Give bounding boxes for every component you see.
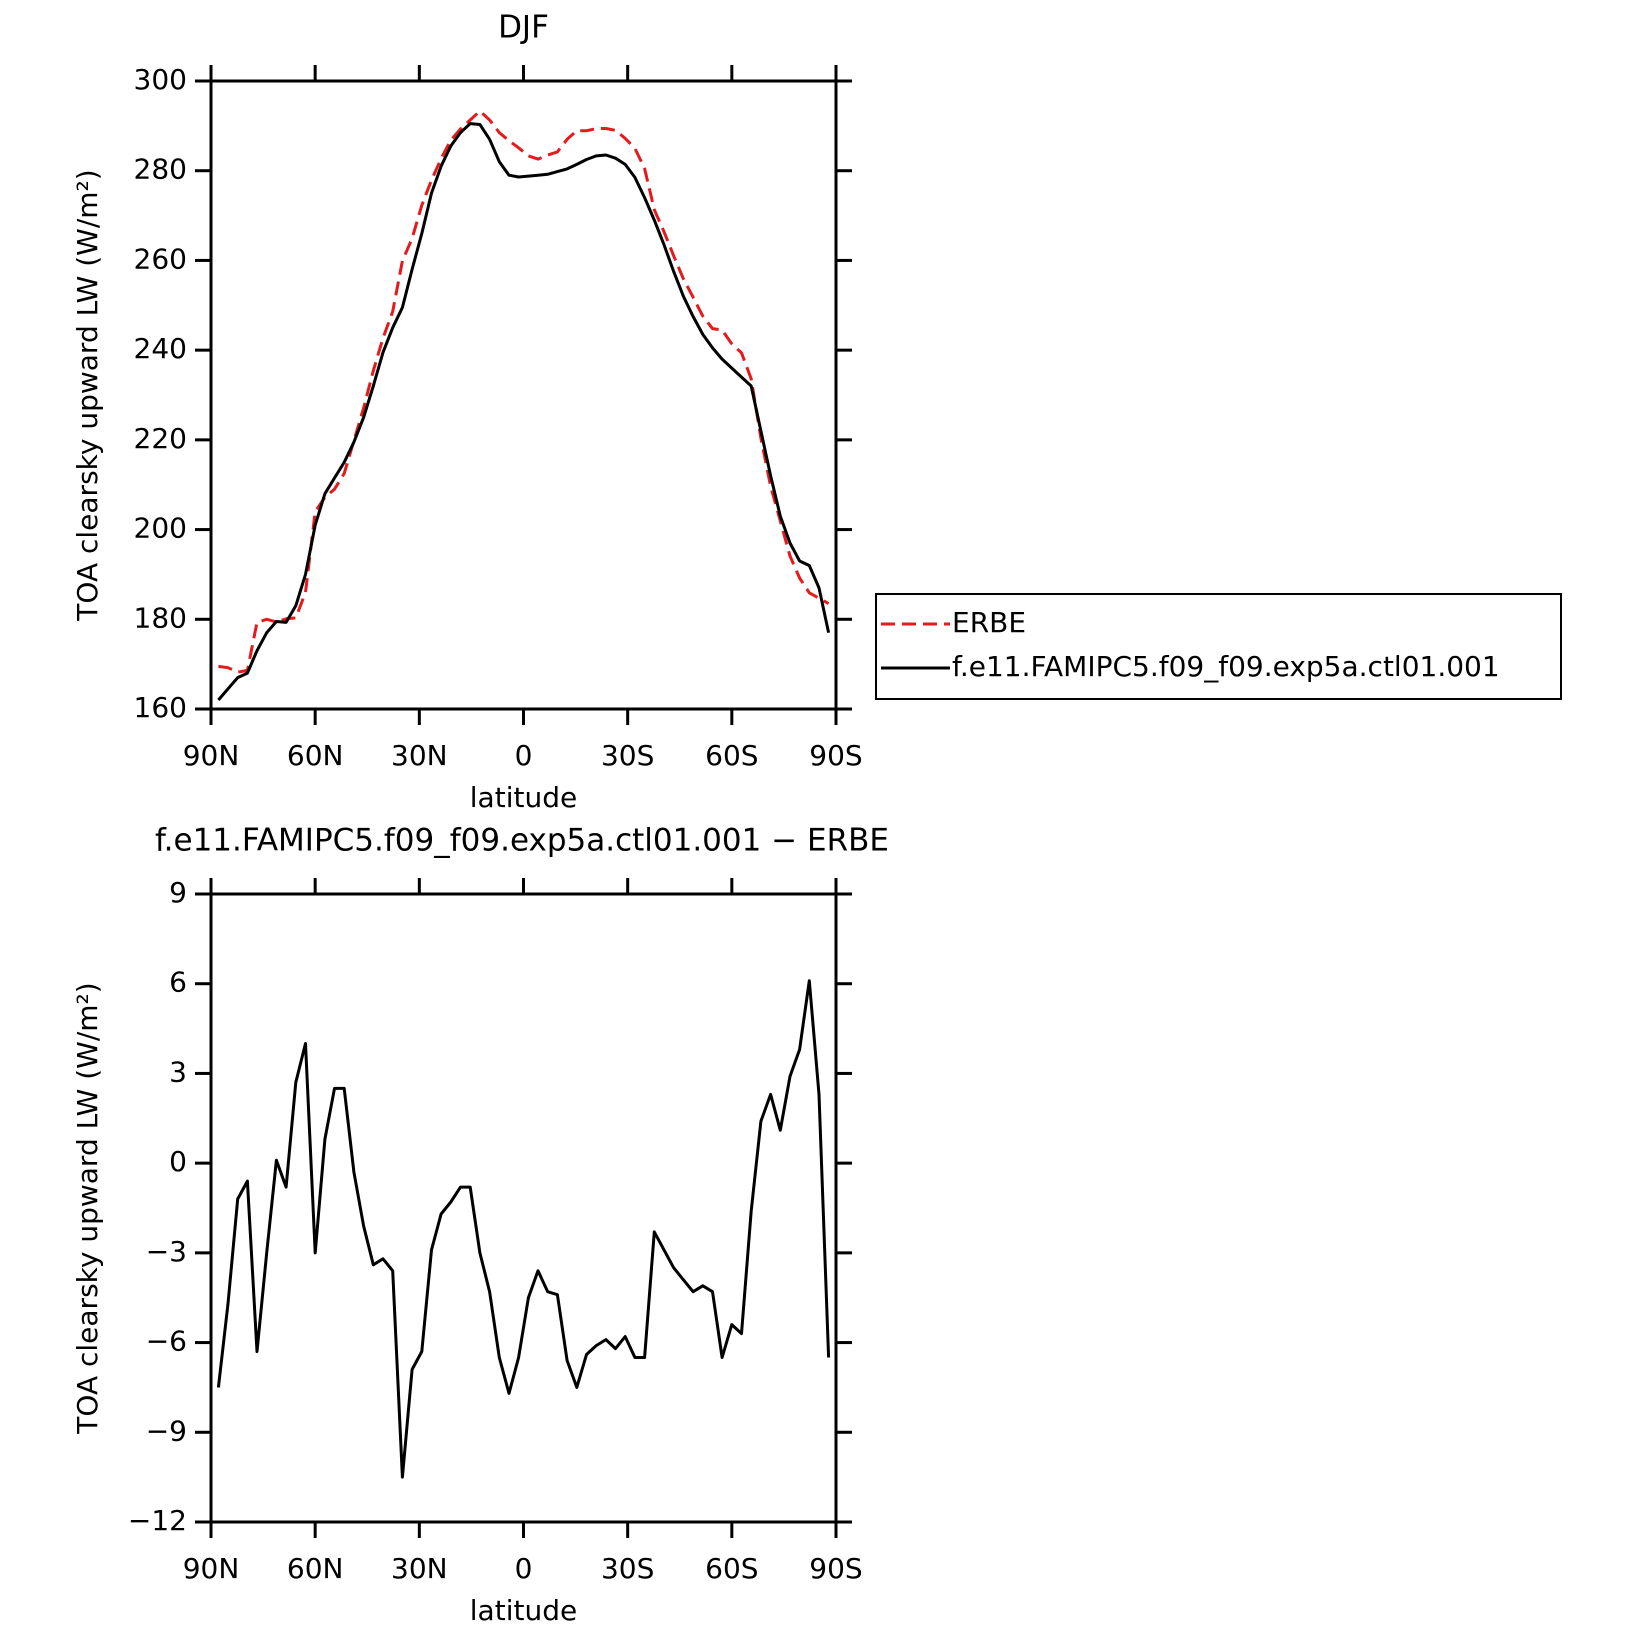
y-tick-label: 9 — [169, 876, 187, 909]
x-tick-label: 90S — [809, 739, 862, 772]
x-tick-label: 30S — [601, 739, 654, 772]
data-line — [216, 979, 831, 1479]
y-tick-label: 240 — [134, 332, 187, 365]
data-line — [218, 109, 830, 674]
legend-box — [875, 593, 1562, 700]
y-tick-label: 0 — [169, 1145, 187, 1178]
y-axis-label: TOA clearsky upward LW (W/m²) — [71, 982, 104, 1434]
x-tick-label: 90N — [183, 739, 240, 772]
y-tick-label: 220 — [134, 422, 187, 455]
y-axis-label: TOA clearsky upward LW (W/m²) — [71, 169, 104, 621]
y-tick-label: −12 — [128, 1504, 187, 1537]
y-tick-label: 3 — [169, 1055, 187, 1088]
y-tick-label: 300 — [134, 63, 187, 96]
y-tick-label: −3 — [146, 1235, 187, 1268]
x-tick-label: 60N — [287, 739, 344, 772]
data-line — [217, 122, 831, 701]
y-tick-label: 260 — [134, 242, 187, 275]
chart-title: f.e11.FAMIPC5.f09_f09.exp5a.ctl01.001 − … — [155, 823, 889, 859]
y-tick-label: 160 — [134, 691, 187, 724]
plot-frame — [209, 79, 838, 711]
y-tick-label: −6 — [146, 1325, 187, 1358]
x-tick-label: 30S — [601, 1552, 654, 1585]
x-tick-label: 0 — [515, 739, 533, 772]
x-tick-label: 90S — [809, 1552, 862, 1585]
x-tick-label: 30N — [391, 739, 448, 772]
y-tick-label: 280 — [134, 153, 187, 186]
x-tick-label: 60S — [705, 1552, 758, 1585]
x-tick-label: 60N — [287, 1552, 344, 1585]
x-tick-label: 0 — [515, 1552, 533, 1585]
y-tick-label: −9 — [146, 1414, 187, 1447]
y-tick-label: 6 — [169, 966, 187, 999]
legend-label: ERBE — [952, 606, 1026, 639]
y-tick-label: 180 — [134, 601, 187, 634]
legend-label: f.e11.FAMIPC5.f09_f09.exp5a.ctl01.001 — [952, 650, 1500, 683]
x-tick-label: 90N — [183, 1552, 240, 1585]
x-tick-label: 60S — [705, 739, 758, 772]
y-tick-label: 200 — [134, 512, 187, 545]
chart-title: DJF — [498, 10, 549, 46]
x-axis-label: latitude — [470, 781, 577, 814]
x-tick-label: 30N — [391, 1552, 448, 1585]
plot-frame — [209, 892, 838, 1524]
x-axis-label: latitude — [470, 1594, 577, 1627]
